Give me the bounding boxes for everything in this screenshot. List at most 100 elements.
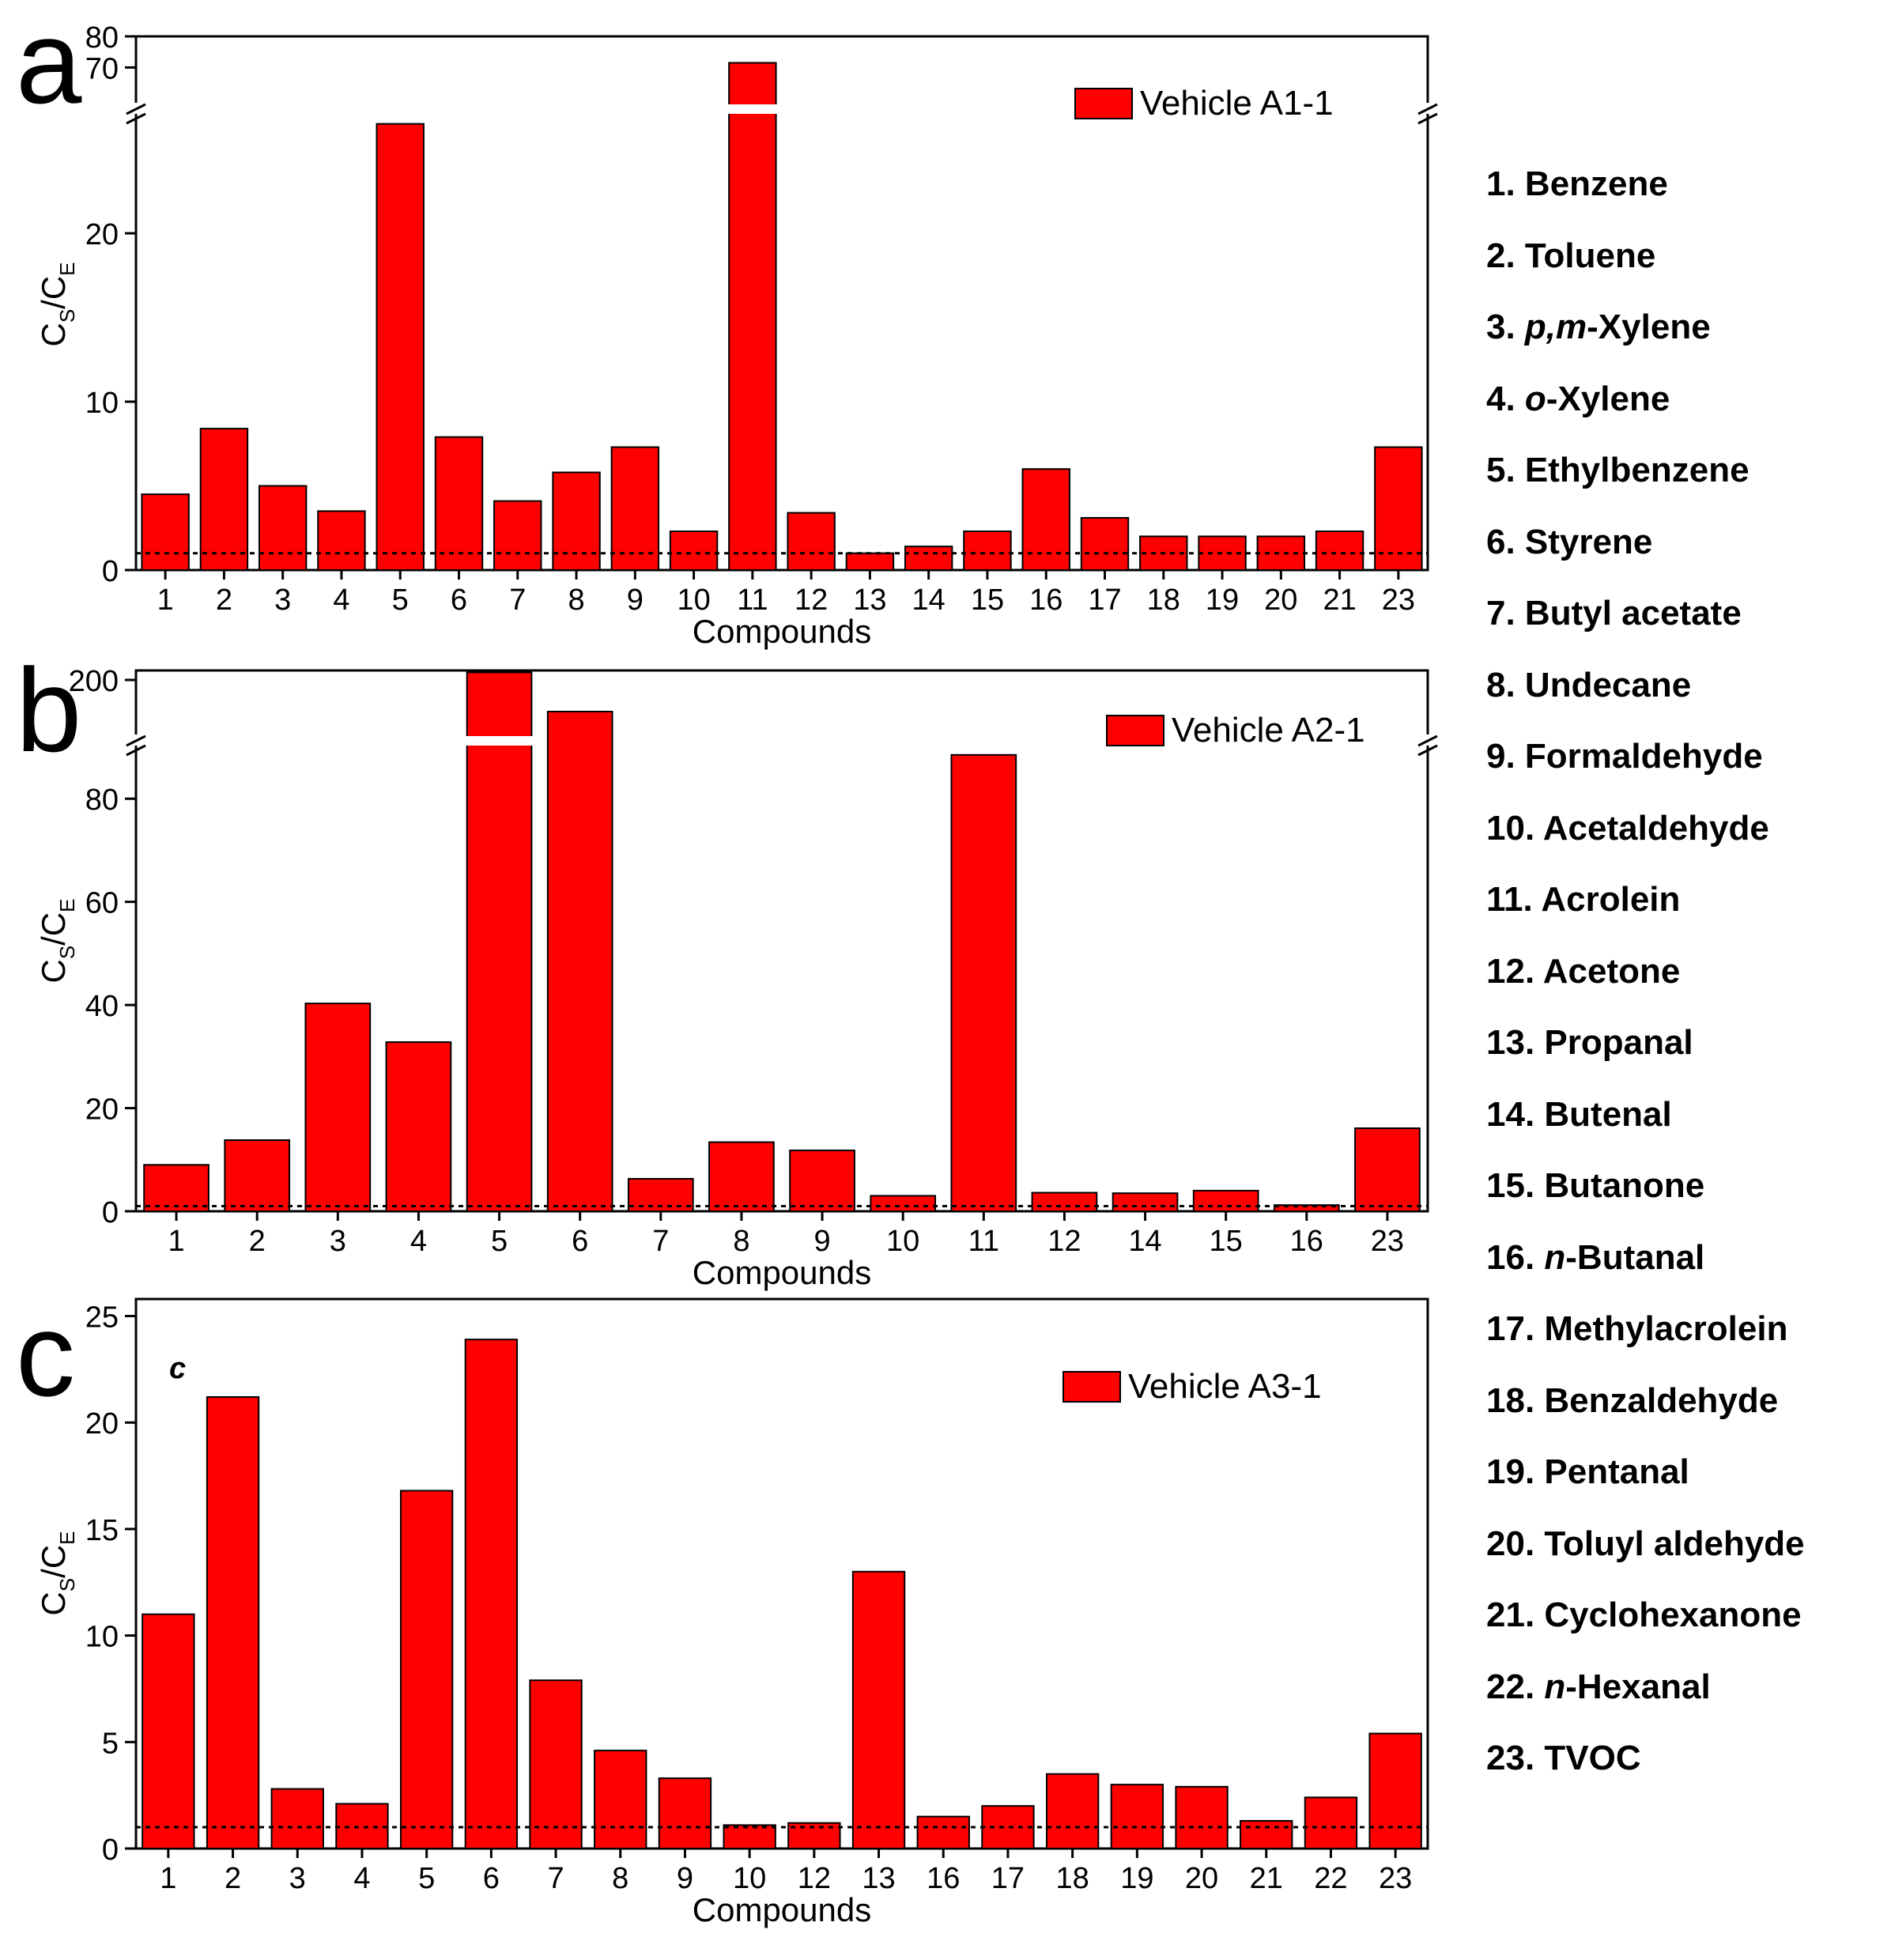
legend-label: Vehicle A1-1: [1140, 84, 1334, 123]
bar-7: [493, 500, 542, 571]
axis-break-mark: [1417, 103, 1438, 115]
y-tick-label: 20: [85, 1093, 119, 1127]
x-tick-label: 23: [1379, 1862, 1412, 1895]
plot-frame: [134, 35, 1429, 572]
bar-9: [658, 1777, 712, 1850]
bar-10: [870, 1195, 937, 1213]
bar-1: [142, 1613, 195, 1849]
legend-swatch: [1106, 715, 1164, 746]
bar-break-gap: [465, 736, 534, 746]
bar-10: [669, 531, 719, 571]
compound-legend-item: 3. p,m-Xylene: [1486, 308, 1711, 346]
x-tick-label: 15: [1210, 1225, 1243, 1258]
x-tick-label: 11: [737, 583, 768, 617]
x-tick-label: 4: [410, 1225, 427, 1258]
compound-legend-item: 16. n-Butanal: [1486, 1237, 1705, 1277]
bar-12: [787, 512, 836, 571]
bar-11: [950, 753, 1017, 1212]
x-tick-label: 6: [451, 583, 467, 617]
axis-break-mark: [126, 103, 146, 115]
bar-5: [466, 671, 533, 1212]
compound-legend-item: 10. Acetaldehyde: [1486, 808, 1769, 848]
bar-21: [1315, 531, 1364, 571]
compound-legend-item: 13. Propanal: [1486, 1023, 1693, 1062]
bar-22: [1304, 1796, 1358, 1850]
x-tick-label: 20: [1264, 583, 1297, 617]
x-tick-label: 5: [491, 1225, 508, 1258]
x-tick-label: 2: [216, 583, 232, 617]
bar-3: [258, 485, 308, 571]
axis-break-mark: [1417, 744, 1438, 757]
x-axis-title: Compounds: [693, 1254, 871, 1291]
y-tick-label: 0: [102, 1833, 119, 1867]
x-tick-label: 18: [1056, 1862, 1089, 1895]
compound-legend-item: 11. Acrolein: [1486, 880, 1681, 919]
bar-7: [529, 1679, 583, 1850]
compound-legend-item: 7. Butyl acetate: [1486, 594, 1742, 633]
x-tick-label: 4: [333, 583, 349, 617]
bar-16: [916, 1815, 970, 1849]
bar-13: [845, 552, 895, 571]
axis-break-mark: [126, 744, 146, 757]
y-tick-label: 70: [85, 52, 119, 85]
compound-legend-item: 1. Benzene: [1486, 164, 1668, 203]
x-tick-label: 17: [1088, 583, 1121, 617]
x-tick-label: 14: [1128, 1225, 1161, 1258]
x-tick-label: 8: [612, 1862, 628, 1895]
bar-1: [141, 493, 190, 572]
bar-4: [317, 510, 366, 571]
plot-frame: [134, 1297, 1429, 1850]
x-axis-title: Compounds: [693, 613, 871, 650]
bar-6: [464, 1339, 519, 1849]
x-tick-label: 7: [509, 583, 526, 617]
compound-legend-item: 20. Toluyl aldehyde: [1486, 1524, 1805, 1563]
x-tick-label: 1: [160, 1862, 176, 1895]
x-tick-label: 23: [1371, 1225, 1404, 1258]
x-tick-label: 14: [912, 583, 946, 617]
y-tick-label: 200: [69, 665, 119, 698]
x-tick-label: 20: [1185, 1862, 1218, 1895]
x-tick-label: 23: [1382, 583, 1415, 617]
compound-legend-item: 6. Styrene: [1486, 522, 1653, 561]
compound-legend-item: 15. Butanone: [1486, 1166, 1705, 1205]
bar-6: [434, 436, 484, 572]
chart-panel-a: 1 2 3 4 5 6 7 8 9 10 11 12 13 14 15 16 17 18 19 20 21 2301020…: [16, 0, 1438, 650]
x-tick-label: 11: [968, 1225, 999, 1258]
y-axis-title: CS/CE: [35, 1531, 79, 1615]
x-tick-label: 13: [853, 583, 886, 617]
axis-break-mark: [1417, 112, 1438, 125]
x-tick-label: 8: [733, 1225, 749, 1258]
bar-11: [728, 62, 777, 571]
plot-frame: [134, 669, 1429, 1213]
x-tick-label: 21: [1323, 583, 1356, 617]
x-tick-label: 16: [927, 1862, 960, 1895]
x-tick-label: 5: [418, 1862, 435, 1895]
x-tick-label: 15: [971, 583, 1004, 617]
bar-5: [399, 1490, 454, 1850]
compound-legend-item: 12. Acetone: [1486, 951, 1681, 991]
x-tick-label: 7: [547, 1862, 564, 1895]
bar-15: [963, 531, 1012, 571]
x-tick-label: 12: [795, 583, 828, 617]
compound-legend-item: 5. Ethylbenzene: [1486, 451, 1749, 489]
x-tick-label: 10: [886, 1225, 919, 1258]
x-tick-label: 6: [483, 1862, 500, 1895]
x-tick-label: 1: [157, 583, 174, 617]
x-tick-label: 3: [289, 1862, 306, 1895]
x-tick-label: 10: [733, 1862, 766, 1895]
x-tick-label: 5: [392, 583, 409, 617]
x-tick-label: 19: [1120, 1862, 1153, 1895]
x-tick-label: 3: [330, 1225, 346, 1258]
bar-19: [1110, 1784, 1164, 1849]
bar-break-gap: [727, 104, 778, 114]
compound-legend-item: 19. Pentanal: [1486, 1452, 1689, 1491]
bar-21: [1240, 1819, 1293, 1850]
y-tick-label: 80: [85, 784, 119, 817]
x-tick-label: 12: [798, 1862, 831, 1895]
bar-1: [143, 1164, 209, 1213]
bar-8: [594, 1750, 647, 1849]
bar-4: [335, 1803, 389, 1849]
bar-13: [851, 1570, 906, 1849]
x-tick-label: 10: [677, 583, 710, 617]
y-tick-label: 0: [102, 555, 119, 588]
